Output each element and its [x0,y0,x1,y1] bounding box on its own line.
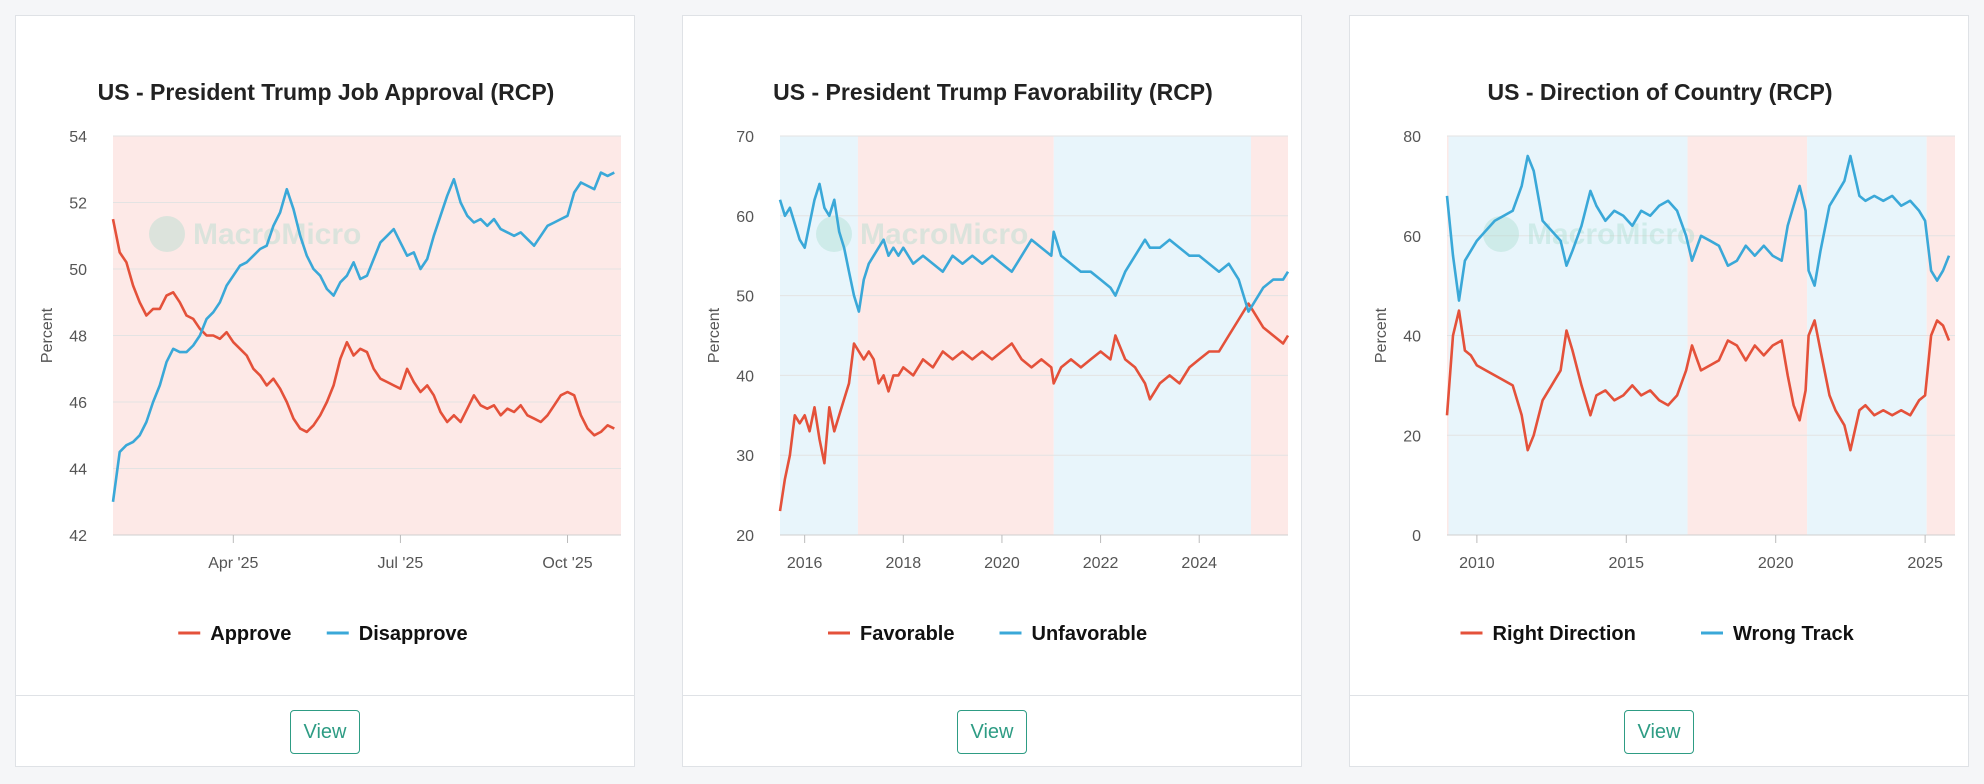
y-axis-label: Percent [706,307,723,363]
legend-item-approve[interactable]: Approve [210,623,291,645]
chart-svg: US - President Trump Favorability (RCP) 2… [706,79,1290,645]
x-tick-label: Oct '25 [542,555,592,572]
y-tick-label: 30 [736,448,754,465]
chart-card-favorability: US - President Trump Favorability (RCP) 2… [682,15,1302,767]
y-tick-label: 54 [69,129,87,146]
y-tick-label: 70 [736,129,754,146]
series-line-favorable [778,302,1290,512]
y-tick-label: 50 [69,262,87,279]
chart-card-job-approval: US - President Trump Job Approval (RCP) 4… [15,15,635,767]
legend-item-wrong-track[interactable]: Wrong Track [1733,623,1855,645]
watermark-logo-icon [1483,216,1519,252]
series-line-right-direction [1445,309,1951,452]
x-tick-label: 2022 [1083,555,1119,572]
legend-item-disapprove[interactable]: Disapprove [359,623,468,645]
view-button[interactable]: View [1624,710,1694,754]
chart-svg: US - Direction of Country (RCP) 0 20 40 60 80… [1373,79,1955,645]
watermark-logo-icon [149,216,185,252]
y-tick-label: 46 [69,395,87,412]
y-tick-label: 48 [69,329,87,346]
y-tick-label: 0 [1412,528,1421,545]
chart-title: US - President Trump Job Approval (RCP) [98,79,555,105]
y-tick-label: 40 [736,368,754,385]
y-axis-label: Percent [1373,307,1390,363]
legend-item-right-direction[interactable]: Right Direction [1493,623,1636,645]
y-tick-label: 42 [69,528,87,545]
watermark-logo-icon [816,216,852,252]
party-band-blue [780,136,858,535]
chart-title: US - Direction of Country (RCP) [1488,79,1833,105]
series-line-approve [111,218,615,437]
party-band-red [857,136,1054,535]
view-button[interactable]: View [290,710,360,754]
y-tick-label: 80 [1403,129,1421,146]
view-button[interactable]: View [957,710,1027,754]
series-line-disapprove [111,171,615,502]
y-tick-label: 50 [736,289,754,306]
x-tick-label: Jul '25 [378,555,424,572]
y-tick-label: 20 [1403,428,1421,445]
watermark-text: MacroMicro [193,218,361,251]
x-tick-label: 2024 [1181,555,1217,572]
chart-card-direction-of-country: US - Direction of Country (RCP) 0 20 40 60 80… [1349,15,1969,767]
y-tick-label: 40 [1403,329,1421,346]
legend-item-unfavorable[interactable]: Unfavorable [1032,623,1148,645]
x-tick-label: 2025 [1907,555,1943,572]
x-tick-label: 2015 [1608,555,1644,572]
x-tick-label: 2018 [886,555,922,572]
party-band-red [1251,136,1288,535]
card-footer: View [683,695,1301,766]
party-band-blue [1053,136,1252,535]
y-tick-label: 60 [1403,229,1421,246]
y-tick-label: 60 [736,209,754,226]
chart-svg: US - President Trump Job Approval (RCP) 4… [39,79,621,645]
card-footer: View [1350,695,1968,766]
card-footer: View [16,695,634,766]
series-line-wrong-track [1445,154,1951,302]
series-line-unfavorable [778,182,1290,313]
x-tick-label: 2020 [1758,555,1794,572]
x-tick-label: Apr '25 [208,555,258,572]
x-tick-label: 2016 [787,555,823,572]
y-tick-label: 20 [736,528,754,545]
x-tick-label: 2010 [1459,555,1495,572]
x-tick-label: 2020 [984,555,1020,572]
watermark-text: MacroMicro [1527,218,1695,251]
y-tick-label: 52 [69,196,87,213]
chart-title: US - President Trump Favorability (RCP) [773,79,1213,105]
y-axis-label: Percent [39,307,56,363]
y-tick-label: 44 [69,462,87,479]
legend-item-favorable[interactable]: Favorable [860,623,954,645]
watermark-text: MacroMicro [860,218,1028,251]
